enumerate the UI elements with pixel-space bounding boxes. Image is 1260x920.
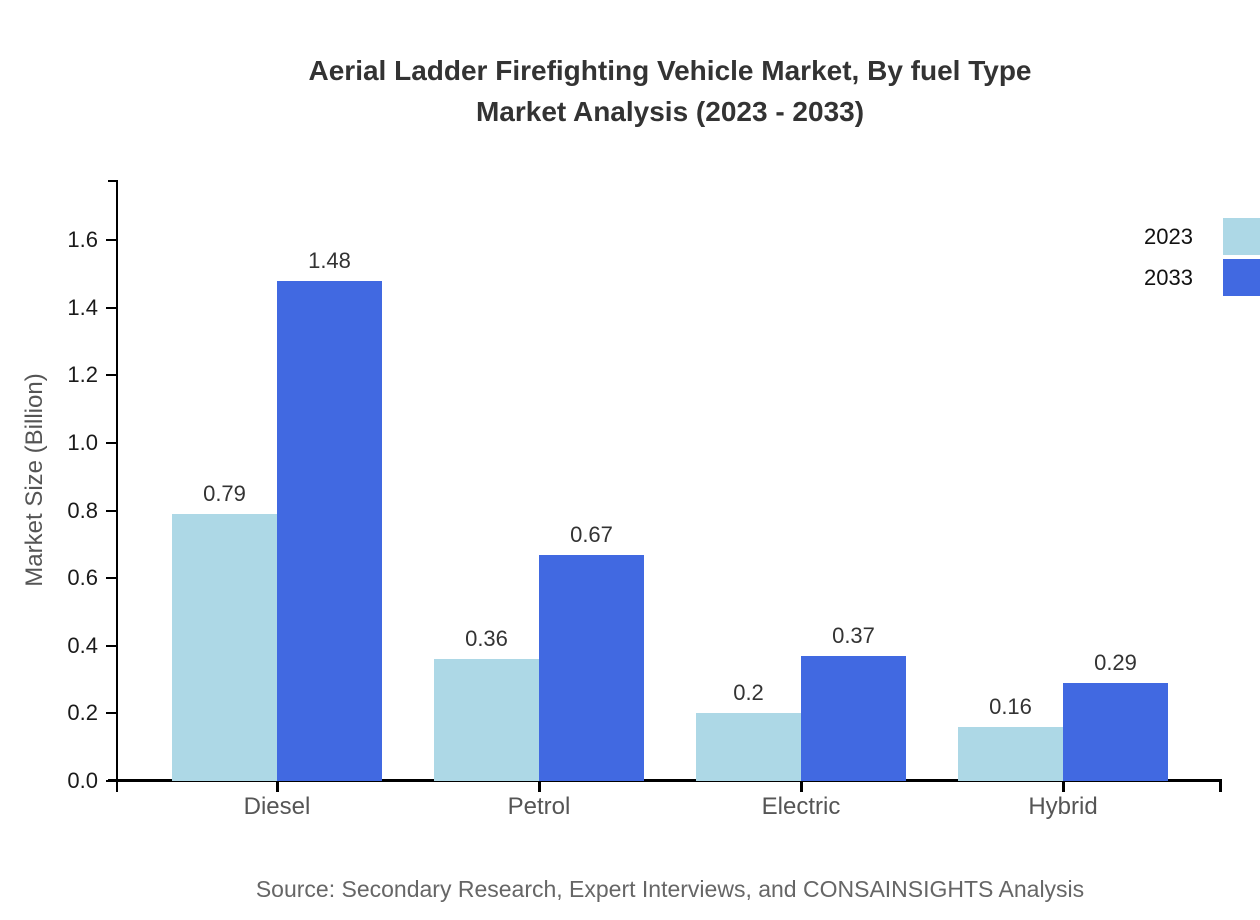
bar-value-label: 0.36	[465, 626, 508, 651]
bar-value-label: 0.37	[832, 623, 875, 648]
x-axis-end-cap	[1219, 779, 1222, 792]
y-tick-mark	[106, 780, 116, 782]
bar-value-label: 0.29	[1094, 650, 1137, 675]
chart-title-line1: Aerial Ladder Firefighting Vehicle Marke…	[308, 55, 1032, 86]
y-axis-line	[116, 180, 118, 792]
y-tick-mark	[106, 644, 116, 647]
y-tick-label: 0.0	[67, 768, 98, 793]
x-category-label: Hybrid	[1028, 793, 1098, 820]
y-tick-mark	[106, 509, 116, 512]
bar-2033-petrol	[539, 555, 644, 781]
bar-value-label: 0.67	[570, 522, 613, 547]
bar-2023-diesel	[172, 514, 277, 781]
y-tick-label: 0.8	[67, 497, 98, 523]
bar-2023-petrol	[434, 659, 539, 781]
y-tick-mark	[106, 374, 116, 377]
legend-item-2023: 2023	[1144, 218, 1260, 255]
bar-2023-hybrid	[958, 727, 1063, 781]
bar-2033-hybrid	[1063, 683, 1168, 781]
y-tick-mark	[106, 306, 116, 309]
y-tick-label: 0.6	[67, 565, 98, 591]
y-tick-label: 0.4	[67, 632, 98, 658]
x-category-label: Diesel	[243, 793, 311, 820]
legend-item-2033: 2033	[1144, 259, 1260, 296]
y-axis-top-cap	[108, 180, 118, 182]
bar-value-label: 1.48	[308, 248, 351, 273]
legend: 2023 2033	[1144, 218, 1260, 296]
y-tick-label: 1.4	[67, 294, 98, 320]
chart-title-line2: Market Analysis (2023 - 2033)	[475, 96, 865, 127]
x-category-label: Petrol	[507, 793, 571, 820]
y-tick-label: 1.0	[67, 430, 98, 455]
bar-2033-electric	[801, 656, 906, 781]
bar-value-label: 0.16	[989, 694, 1032, 719]
x-category-label: Electric	[761, 793, 841, 820]
x-tick-mark	[276, 781, 279, 792]
bar-value-label: 0.79	[203, 481, 246, 506]
bar-2023-electric	[696, 713, 801, 781]
x-tick-mark	[538, 781, 541, 792]
x-tick-mark	[800, 781, 803, 792]
x-axis-line	[108, 779, 1222, 782]
bar-2033-diesel	[277, 281, 382, 781]
y-tick-mark	[106, 239, 116, 242]
source-text: Source: Secondary Research, Expert Inter…	[255, 876, 1085, 902]
bar-value-label: 0.2	[733, 680, 764, 705]
x-tick-mark	[1062, 781, 1065, 792]
legend-swatch-2033	[1223, 259, 1260, 296]
y-tick-mark	[106, 577, 116, 580]
y-tick-label: 1.6	[67, 227, 98, 253]
y-tick-label: 1.2	[67, 362, 98, 388]
legend-swatch-2023	[1223, 218, 1260, 255]
legend-label-2023: 2023	[1144, 223, 1193, 249]
y-tick-mark	[106, 442, 116, 444]
y-tick-mark	[106, 712, 116, 715]
y-tick-label: 0.2	[67, 700, 98, 726]
legend-label-2033: 2033	[1144, 264, 1193, 290]
chart-title: Aerial Ladder Firefighting Vehicle Marke…	[118, 50, 1222, 132]
